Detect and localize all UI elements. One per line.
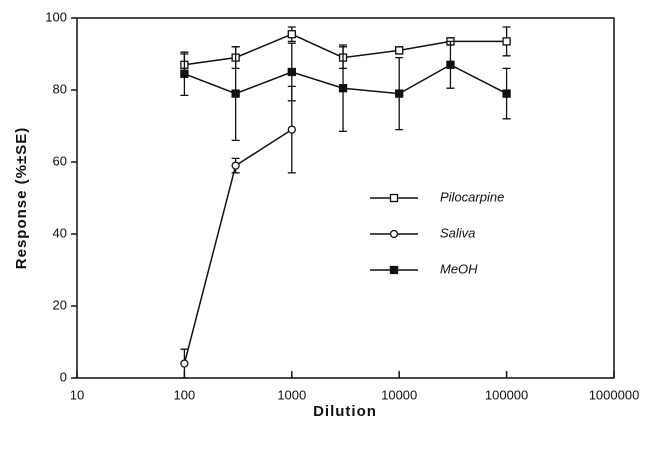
- marker: [287, 125, 296, 134]
- legend-label: MeOH: [440, 261, 478, 276]
- y-tick-label: 100: [45, 9, 67, 24]
- y-tick-label: 0: [60, 369, 67, 384]
- marker: [180, 69, 189, 78]
- marker: [502, 37, 511, 46]
- marker: [446, 60, 455, 69]
- marker: [180, 359, 189, 368]
- y-axis-title: Response (%±SE): [13, 127, 30, 269]
- legend-marker: [389, 193, 399, 203]
- x-tick-label: 100000: [485, 387, 528, 402]
- marker: [395, 46, 404, 55]
- legend-label: Saliva: [440, 225, 475, 240]
- marker: [338, 84, 348, 93]
- x-tick-label: 10000: [381, 387, 417, 402]
- marker: [231, 89, 240, 98]
- y-tick-label: 40: [53, 225, 67, 240]
- legend-marker: [389, 229, 399, 239]
- marker: [395, 89, 404, 98]
- marker: [231, 161, 240, 170]
- y-tick-label: 20: [53, 297, 67, 312]
- x-tick-label: 1000000: [589, 387, 640, 402]
- plot-frame: [76, 17, 615, 379]
- x-axis-title: Dilution: [313, 403, 377, 420]
- legend-marker: [389, 265, 399, 275]
- marker: [287, 30, 296, 39]
- x-tick-label: 10: [70, 387, 84, 402]
- marker: [502, 89, 511, 98]
- x-tick-label: 1000: [277, 387, 306, 402]
- legend-label: Pilocarpine: [440, 189, 504, 204]
- x-tick-label: 100: [174, 387, 196, 402]
- y-tick-label: 60: [53, 153, 67, 168]
- marker: [287, 67, 296, 77]
- y-tick-label: 80: [53, 81, 67, 96]
